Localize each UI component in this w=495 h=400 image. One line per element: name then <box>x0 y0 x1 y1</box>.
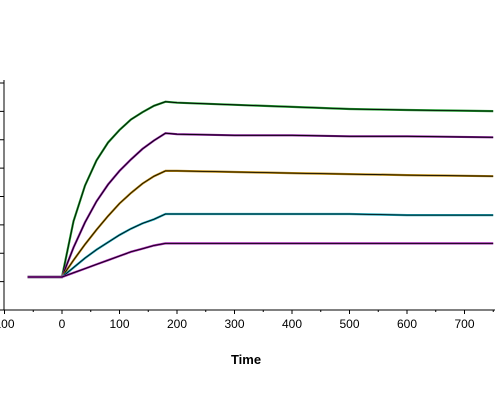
x-tick-label: 400 <box>282 317 302 331</box>
x-tick-label: 700 <box>454 317 474 331</box>
series-2-fit-line <box>27 132 494 278</box>
series-4-data-line <box>27 212 494 279</box>
x-tick-label: 0 <box>59 317 66 331</box>
x-tick-label: 100 <box>0 317 15 331</box>
series-3-data-line <box>27 169 494 279</box>
series-1-fit-line <box>27 101 494 278</box>
x-axis-label: Time <box>231 352 261 367</box>
x-tick-label: 600 <box>397 317 417 331</box>
series-1-data-line <box>27 100 494 279</box>
x-tick-label: 200 <box>167 317 187 331</box>
series-3-fit-line <box>27 170 494 278</box>
series-4-fit-line <box>27 213 494 278</box>
series-2-data-line <box>27 132 494 279</box>
x-tick-label: 300 <box>224 317 244 331</box>
series-5-fit-line <box>27 242 494 278</box>
x-tick-label: 100 <box>109 317 129 331</box>
x-tick-label: 500 <box>339 317 359 331</box>
